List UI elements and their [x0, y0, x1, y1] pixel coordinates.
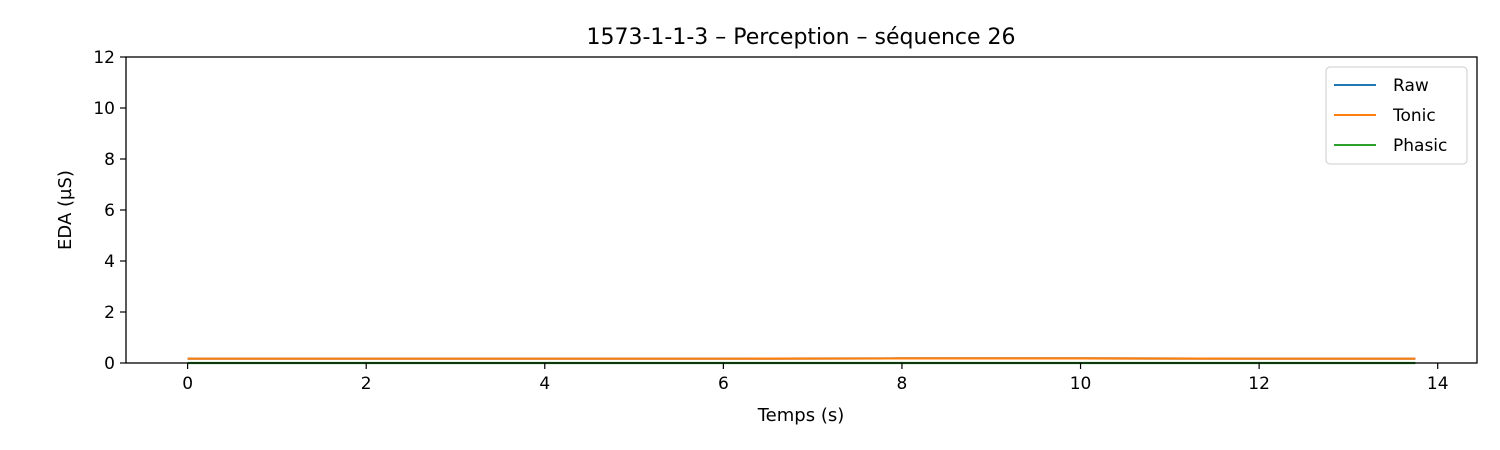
x-tick-label: 6 [718, 374, 729, 394]
legend-label-raw: Raw [1393, 76, 1429, 96]
x-axis-label: Temps (s) [757, 405, 845, 426]
plot-area [126, 57, 1477, 363]
y-tick-label: 2 [104, 303, 115, 323]
x-tick-label: 2 [361, 374, 372, 394]
chart-title: 1573-1-1-3 – Perception – séquence 26 [586, 25, 1015, 50]
legend-label-phasic: Phasic [1393, 136, 1447, 156]
x-tick-label: 12 [1248, 374, 1270, 394]
x-tick-label: 4 [539, 374, 550, 394]
legend: Raw Tonic Phasic [1325, 66, 1468, 165]
axes-layer: 0 2 4 6 8 10 12 14 0 2 4 6 8 10 12 [93, 48, 1478, 394]
x-tick-label: 10 [1070, 374, 1092, 394]
legend-label-tonic: Tonic [1392, 106, 1436, 126]
x-tick-label: 14 [1427, 374, 1449, 394]
x-tick-label: 8 [897, 374, 908, 394]
y-tick-label: 6 [104, 201, 115, 221]
y-tick-label: 0 [104, 354, 115, 374]
y-tick-label: 10 [93, 99, 115, 119]
y-axis-label: EDA (µS) [55, 170, 76, 250]
y-tick-label: 4 [104, 252, 115, 272]
plot-background [126, 57, 1477, 363]
legend-box [1325, 66, 1468, 165]
y-tick-label: 8 [104, 150, 115, 170]
x-tick-label: 0 [182, 374, 193, 394]
y-tick-label: 12 [93, 48, 115, 68]
